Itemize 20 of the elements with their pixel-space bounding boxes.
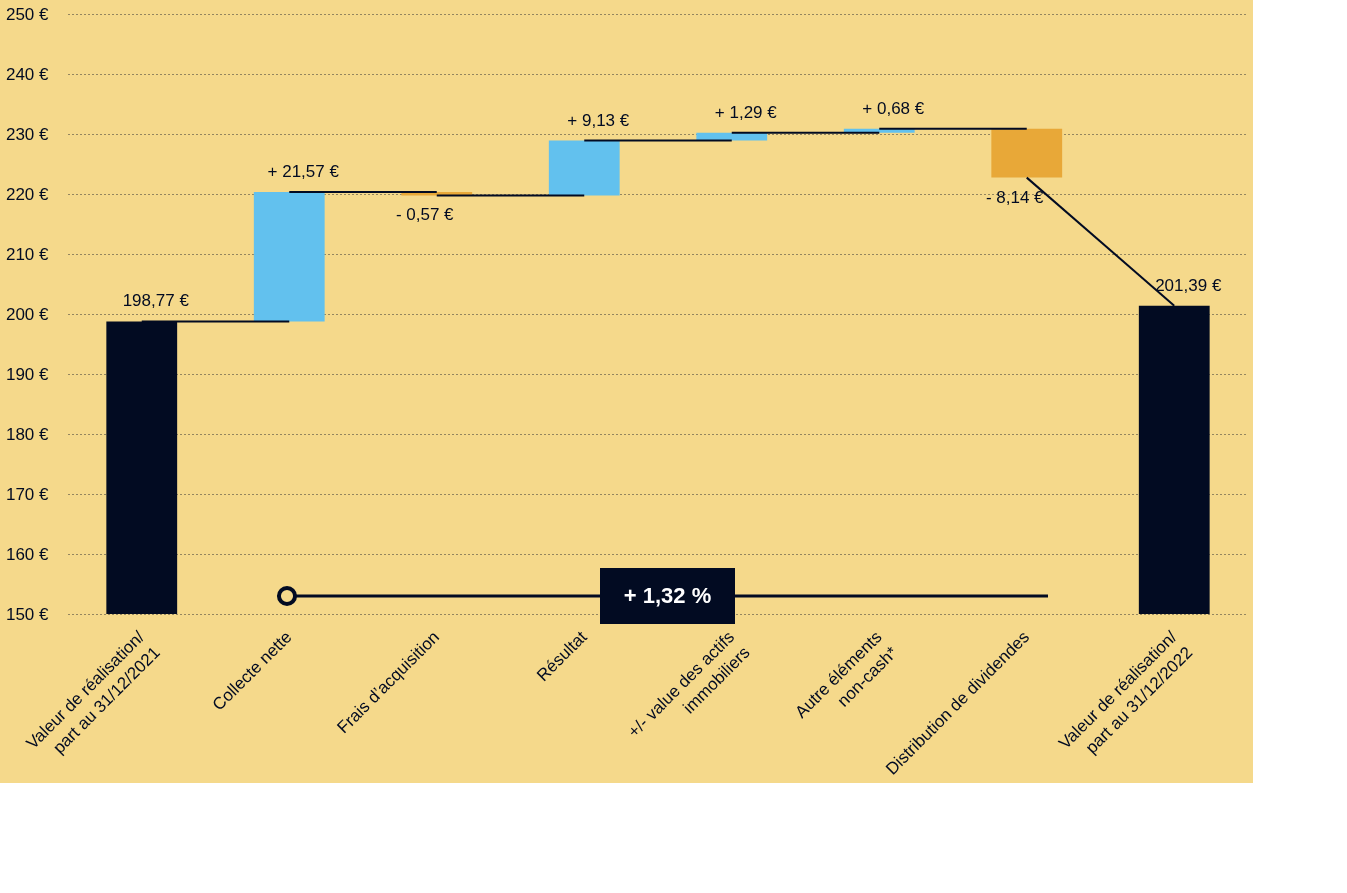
y-tick-label: 190 € — [5, 364, 50, 384]
y-tick-label: 180 € — [5, 424, 50, 444]
y-tick-label: 150 € — [5, 604, 50, 624]
data-label: + 1,29 € — [714, 102, 778, 122]
y-tick-label: 160 € — [5, 544, 50, 564]
data-label: + 21,57 € — [267, 161, 340, 181]
y-tick-label: 220 € — [5, 184, 50, 204]
y-tick-label: 230 € — [5, 124, 50, 144]
y-tick-label: 240 € — [5, 64, 50, 84]
y-tick-label: 210 € — [5, 244, 50, 264]
data-label: + 9,13 € — [567, 110, 630, 130]
data-label: 198,77 € — [122, 291, 190, 311]
y-tick-label: 170 € — [5, 484, 50, 504]
data-label: 201,39 € — [1155, 275, 1222, 295]
y-tick-label: 250 € — [5, 4, 50, 24]
data-label: - 0,57 € — [395, 205, 455, 225]
data-label: - 8,14 € — [985, 187, 1045, 207]
y-tick-label: 200 € — [5, 304, 50, 324]
annotation: + 1,32 % — [623, 583, 712, 608]
data-label: + 0,68 € — [862, 98, 925, 118]
